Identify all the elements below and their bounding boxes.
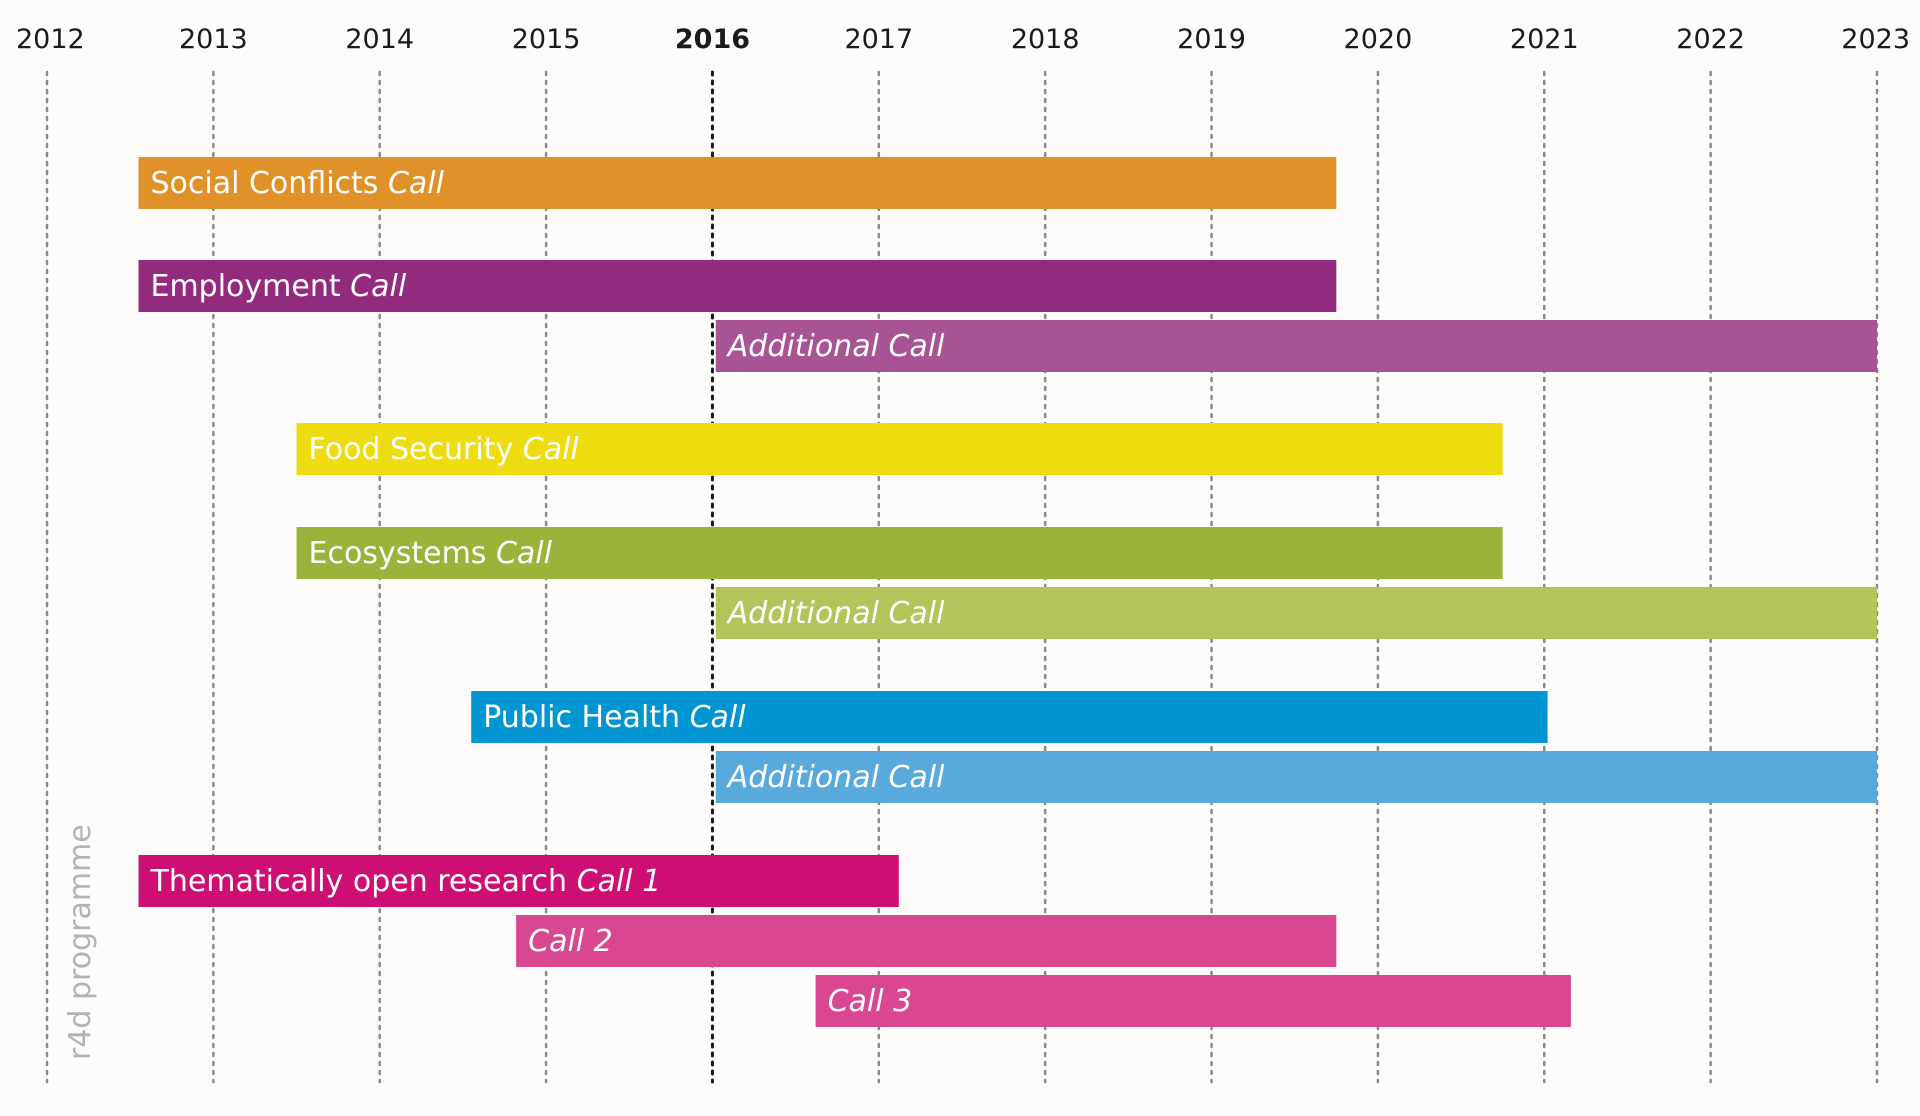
bar-label-open-research-call-3: Call 3 [828, 984, 913, 1019]
bar-label-main: Public Health [483, 700, 689, 735]
bar-label-italic: Call [350, 269, 407, 304]
year-label-2014: 2014 [345, 24, 414, 55]
bar-label-italic: Call 2 [528, 924, 613, 959]
year-label-2021: 2021 [1510, 24, 1579, 55]
bar-rect-public-health [471, 691, 1548, 743]
bar-open-research-call-3: Call 3 [815, 975, 1571, 1027]
bar-rect-ecosystems-additional [715, 587, 1878, 639]
bar-rect-public-health-additional [715, 751, 1878, 803]
year-label-2015: 2015 [512, 24, 581, 55]
year-label-2020: 2020 [1344, 24, 1413, 55]
bar-label-italic: Additional Call [726, 596, 945, 631]
bar-open-research-call-2: Call 2 [516, 915, 1337, 967]
bar-label-social-conflicts: Social Conflicts Call [151, 166, 445, 201]
bar-label-ecosystems-additional: Additional Call [726, 596, 945, 631]
bar-ecosystems: Ecosystems Call [296, 527, 1503, 579]
year-label-2013: 2013 [179, 24, 248, 55]
bar-social-conflicts: Social Conflicts Call [138, 157, 1337, 209]
year-label-2023: 2023 [1841, 24, 1910, 55]
bar-employment: Employment Call [138, 260, 1337, 312]
bar-rect-open-research-call-1 [138, 855, 899, 907]
bar-label-italic: Additional Call [726, 760, 945, 795]
bar-public-health-additional: Additional Call [715, 751, 1878, 803]
bar-open-research-call-1: Thematically open research Call 1 [138, 855, 899, 907]
bar-label-italic: Call [690, 700, 747, 735]
bar-label-italic: Call [388, 166, 445, 201]
bar-rect-open-research-call-2 [516, 915, 1337, 967]
bar-label-food-security: Food Security Call [309, 432, 580, 467]
year-label-2019: 2019 [1177, 24, 1246, 55]
bar-rect-social-conflicts [138, 157, 1337, 209]
bar-label-main: Food Security [309, 432, 523, 467]
year-label-2012: 2012 [16, 24, 85, 55]
bar-label-open-research-call-1: Thematically open research Call 1 [150, 864, 662, 899]
bar-label-main: Ecosystems [309, 536, 496, 571]
bar-label-italic: Call 1 [577, 864, 662, 899]
bar-rect-employment-additional [715, 320, 1878, 372]
bar-label-main: Thematically open research [150, 864, 577, 899]
bar-label-italic: Call [523, 432, 580, 467]
bar-label-italic: Call [496, 536, 553, 571]
bar-label-italic: Additional Call [726, 329, 945, 364]
programme-side-label: r4d programme [63, 824, 98, 1060]
year-label-2017: 2017 [844, 24, 913, 55]
bar-food-security: Food Security Call [296, 423, 1503, 475]
year-axis-labels: 2012 2013 2014 2015 2016 2017 2018 2019 2020 2021… [16, 24, 1910, 55]
bar-label-employment-additional: Additional Call [726, 329, 945, 364]
bar-label-main: Employment [151, 269, 351, 304]
year-label-2018: 2018 [1011, 24, 1080, 55]
bar-label-employment: Employment Call [151, 269, 407, 304]
bar-label-ecosystems: Ecosystems Call [309, 536, 553, 571]
year-label-2016: 2016 [675, 24, 750, 55]
bar-rect-ecosystems [296, 527, 1503, 579]
bar-rect-food-security [296, 423, 1503, 475]
bar-label-public-health: Public Health Call [483, 700, 746, 735]
bar-employment-additional: Additional Call [715, 320, 1878, 372]
bar-rect-employment [138, 260, 1337, 312]
year-label-2022: 2022 [1676, 24, 1745, 55]
bar-ecosystems-additional: Additional Call [715, 587, 1878, 639]
bar-label-main: Social Conflicts [151, 166, 388, 201]
bar-label-public-health-additional: Additional Call [726, 760, 945, 795]
bar-label-open-research-call-2: Call 2 [528, 924, 613, 959]
bar-label-italic: Call 3 [828, 984, 913, 1019]
bar-rect-open-research-call-3 [815, 975, 1571, 1027]
bar-public-health: Public Health Call [471, 691, 1548, 743]
